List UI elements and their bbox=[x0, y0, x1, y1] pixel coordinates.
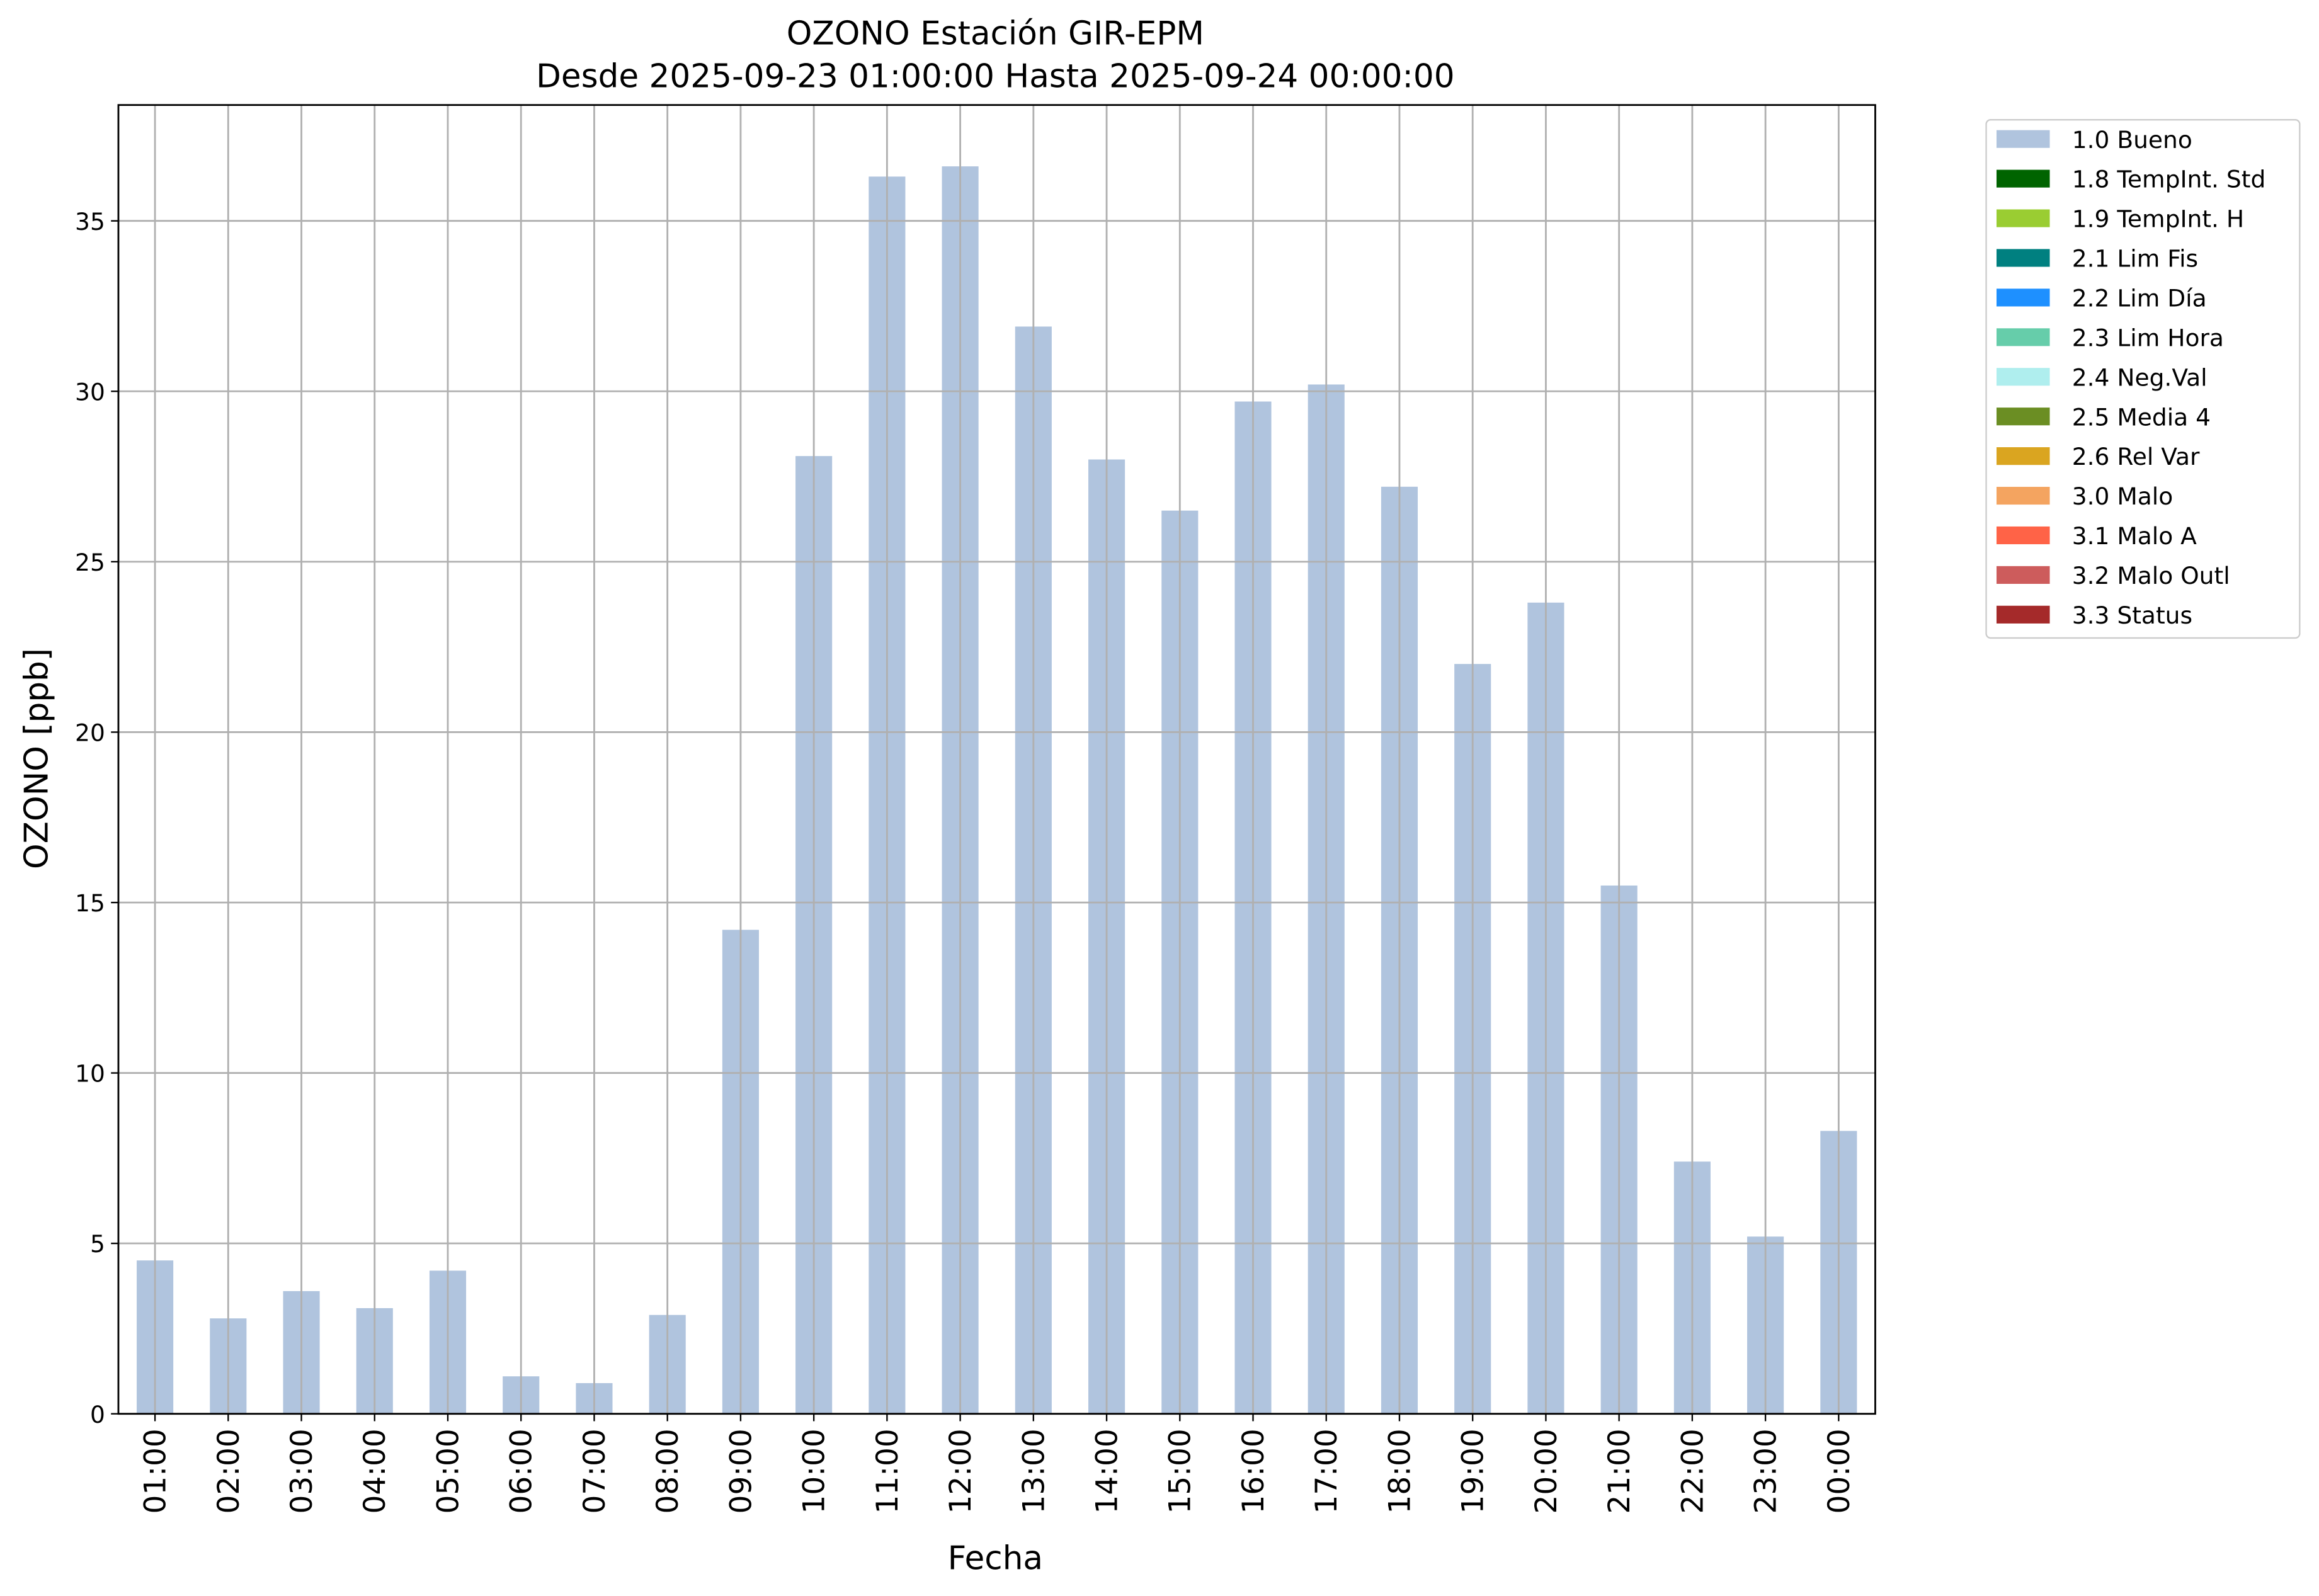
legend-swatch bbox=[1996, 566, 2050, 584]
x-tick-label: 16:00 bbox=[1236, 1428, 1271, 1513]
legend-swatch bbox=[1996, 526, 2050, 545]
x-tick-label: 15:00 bbox=[1163, 1428, 1198, 1513]
x-tick-label: 13:00 bbox=[1017, 1428, 1051, 1513]
x-tick-label: 12:00 bbox=[943, 1428, 978, 1513]
y-tick-label: 25 bbox=[75, 549, 105, 576]
legend-box bbox=[1985, 119, 2301, 639]
legend-swatch bbox=[1996, 368, 2050, 386]
y-tick-label: 15 bbox=[75, 889, 105, 917]
x-tick-label: 18:00 bbox=[1382, 1428, 1417, 1513]
y-tick-label: 5 bbox=[90, 1230, 105, 1258]
legend-label: 1.8 TempInt. Std bbox=[2072, 166, 2266, 193]
x-tick-label: 19:00 bbox=[1456, 1428, 1491, 1513]
y-tick-label: 0 bbox=[90, 1401, 105, 1428]
legend-label: 3.3 Status bbox=[2072, 601, 2192, 629]
legend-swatch bbox=[1996, 249, 2050, 267]
y-axis-label: OZONO [ppb] bbox=[18, 648, 55, 869]
legend-label: 2.5 Media 4 bbox=[2072, 403, 2211, 431]
x-tick-label: 08:00 bbox=[651, 1428, 685, 1513]
x-axis-label: Fecha bbox=[948, 1539, 1043, 1577]
legend-label: 2.2 Lim Día bbox=[2072, 285, 2207, 312]
x-tick-label: 20:00 bbox=[1529, 1428, 1564, 1513]
legend-label: 2.4 Neg.Val bbox=[2072, 363, 2208, 391]
x-tick-label: 14:00 bbox=[1090, 1428, 1124, 1513]
x-tick-label: 09:00 bbox=[724, 1428, 758, 1513]
x-tick-label: 22:00 bbox=[1675, 1428, 1710, 1513]
chart-subtitle: Desde 2025-09-23 01:00:00 Hasta 2025-09-… bbox=[536, 58, 1454, 96]
legend-label: 3.2 Malo Outl bbox=[2072, 562, 2230, 590]
legend-label: 3.1 Malo A bbox=[2072, 522, 2197, 550]
x-tick-label: 00:00 bbox=[1822, 1428, 1857, 1513]
legend-swatch bbox=[1996, 130, 2050, 148]
plot-frame bbox=[117, 104, 1876, 1415]
legend-swatch bbox=[1996, 408, 2050, 426]
legend-label: 1.9 TempInt. H bbox=[2072, 205, 2244, 233]
x-tick-label: 10:00 bbox=[797, 1428, 832, 1513]
x-tick-label: 17:00 bbox=[1309, 1428, 1344, 1513]
legend-label: 1.0 Bueno bbox=[2072, 126, 2192, 154]
x-tick-label: 05:00 bbox=[431, 1428, 465, 1513]
legend-swatch bbox=[1996, 486, 2050, 505]
x-tick-label: 04:00 bbox=[358, 1428, 392, 1513]
legend-swatch bbox=[1996, 209, 2050, 227]
legend-swatch bbox=[1996, 447, 2050, 465]
y-tick-label: 35 bbox=[75, 208, 105, 236]
legend-swatch bbox=[1996, 605, 2050, 624]
x-tick-label: 03:00 bbox=[285, 1428, 319, 1513]
x-tick-label: 11:00 bbox=[870, 1428, 905, 1513]
y-tick-label: 10 bbox=[75, 1060, 105, 1088]
legend-swatch bbox=[1996, 169, 2050, 188]
chart-title: OZONO Estación GIR-EPM bbox=[787, 14, 1204, 52]
x-tick-label: 21:00 bbox=[1602, 1428, 1637, 1513]
legend-label: 2.6 Rel Var bbox=[2072, 443, 2200, 470]
y-tick-label: 20 bbox=[75, 719, 105, 747]
legend-swatch bbox=[1996, 288, 2050, 307]
legend-label: 2.1 Lim Fis bbox=[2072, 245, 2198, 273]
x-tick-label: 01:00 bbox=[139, 1428, 173, 1513]
legend-swatch bbox=[1996, 328, 2050, 346]
x-tick-label: 23:00 bbox=[1749, 1428, 1784, 1513]
legend-label: 2.3 Lim Hora bbox=[2072, 324, 2224, 351]
y-tick-label: 30 bbox=[75, 378, 105, 406]
x-tick-label: 06:00 bbox=[504, 1428, 539, 1513]
legend-label: 3.0 Malo bbox=[2072, 482, 2173, 510]
x-tick-label: 02:00 bbox=[212, 1428, 246, 1513]
x-tick-label: 07:00 bbox=[578, 1428, 612, 1513]
